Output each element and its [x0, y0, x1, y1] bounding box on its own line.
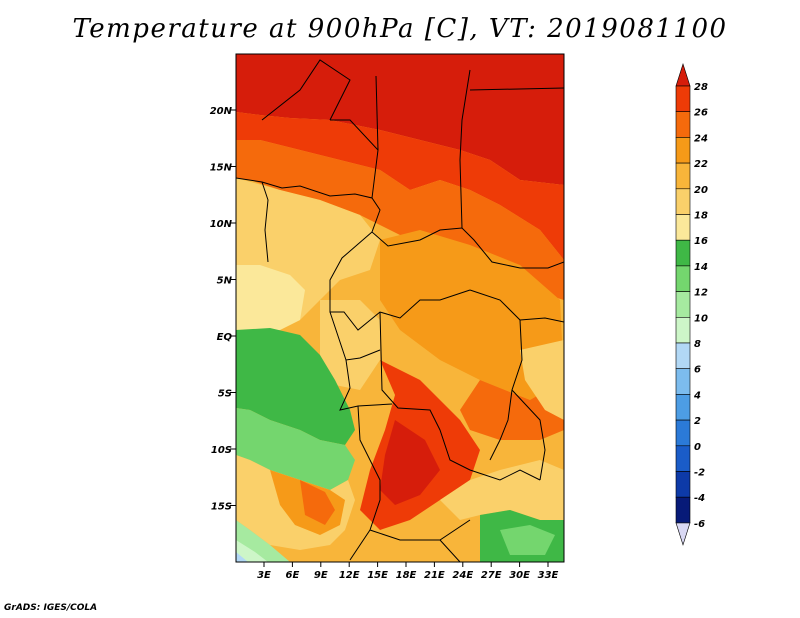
zone-28-south: [380, 420, 440, 505]
lat-axis: 20N 15N 10N 5N EQ 5S 10S 15S: [210, 106, 236, 513]
colorbar-label: 16: [694, 236, 708, 247]
lon-label: 12E: [339, 570, 360, 581]
lat-label: 5S: [218, 389, 232, 400]
colorbar-segment: [675, 111, 691, 138]
lat-label: EQ: [217, 332, 233, 343]
colorbar-segment: [675, 188, 691, 215]
political-borders: [236, 59, 564, 562]
lon-label: 3E: [257, 570, 271, 581]
colorbar-segment: [675, 162, 691, 190]
colorbar-segment: [675, 291, 691, 318]
colorbar-label: 8: [694, 339, 701, 350]
lon-label: 30E: [509, 570, 530, 581]
colorbar-label: 10: [694, 313, 708, 324]
zone-16-coast: [236, 265, 305, 334]
colorbar-label: 18: [694, 211, 708, 222]
colorbar-segment: [675, 394, 691, 421]
lon-axis: 3E 6E 9E 12E 15E 18E 21E 24E 27E 30E 33E: [257, 562, 559, 581]
colorbar-label: -6: [694, 519, 705, 530]
colorbar-label: -4: [694, 493, 705, 504]
lat-label: 20N: [210, 106, 233, 117]
colorbar-top-arrow: [675, 63, 691, 87]
colorbar-segment: [675, 137, 691, 164]
map-field: [236, 54, 564, 562]
lon-label: 24E: [452, 570, 473, 581]
zone-14-coast: [236, 328, 355, 445]
colorbar-segment: [675, 496, 691, 524]
colorbar-label: 28: [694, 82, 708, 93]
colorbar-segment: [675, 419, 691, 447]
map-frame: [235, 53, 565, 563]
zone-22-central: [380, 230, 564, 400]
colorbar-segment: [675, 368, 691, 395]
lon-label: 15E: [367, 570, 388, 581]
colorbar-label: 2: [694, 416, 701, 427]
colorbar-segment: [675, 316, 691, 344]
chart-title: Temperature at 900hPa [C], VT: 201908110…: [72, 14, 728, 44]
lat-label: 5N: [217, 276, 233, 287]
lon-label: 27E: [481, 570, 502, 581]
lat-label: 10N: [210, 219, 233, 230]
colorbar-label: 20: [694, 185, 708, 196]
lat-label: 15N: [210, 163, 233, 174]
colorbar-label: 24: [694, 133, 708, 144]
colorbar-segment: [675, 445, 691, 472]
lon-label: 18E: [396, 570, 417, 581]
colorbar-label: 22: [694, 159, 708, 170]
lon-label: 6E: [286, 570, 300, 581]
colorbar-label: 14: [694, 262, 708, 273]
lat-label: 15S: [211, 502, 232, 513]
zone-26: [236, 112, 564, 260]
zone-8-corner: [236, 540, 268, 562]
zone-24-east: [460, 380, 564, 440]
colorbar-label: 6: [694, 365, 701, 376]
colorbar-label: 26: [694, 108, 708, 119]
colorbar-bottom-arrow: [675, 522, 691, 546]
lon-label: 9E: [314, 570, 328, 581]
colorbar-segment: [675, 214, 691, 241]
colorbar-segment: [675, 471, 691, 498]
lon-label: 33E: [538, 570, 559, 581]
colorbar-segment: [675, 265, 691, 292]
colorbar-segment: [675, 239, 691, 267]
zone-12-coast: [236, 408, 355, 490]
credit-text: GrADS: IGES/COLA: [4, 603, 98, 613]
lat-label: 10S: [211, 445, 232, 456]
colorbar-label: -2: [694, 468, 705, 479]
zone-24-southwest: [300, 480, 335, 525]
zone-20-east: [520, 340, 564, 420]
colorbar-label: 0: [694, 442, 701, 453]
lon-label: 21E: [424, 570, 445, 581]
zone-20-gabon: [320, 300, 380, 390]
colorbar-label: 4: [693, 390, 701, 401]
zone-6-corner: [236, 552, 248, 562]
zone-28: [236, 54, 564, 185]
colorbar-segment: [675, 85, 691, 113]
zone-20-southeast: [440, 460, 564, 520]
colorbar-label: 12: [694, 288, 708, 299]
zone-12-southeast: [500, 525, 555, 555]
colorbar-segment: [675, 342, 691, 370]
